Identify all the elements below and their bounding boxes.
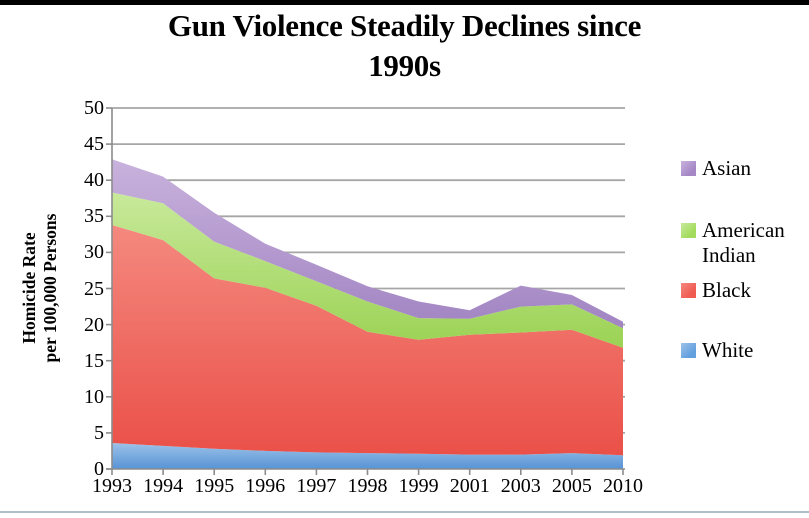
legend-label-black: Black: [702, 278, 751, 302]
top-border-bar: [0, 0, 809, 5]
area-series-black: [112, 225, 623, 456]
y-axis-tick-label: 0: [94, 458, 104, 480]
x-axis-tick-label: 2001: [449, 475, 490, 497]
x-axis-tick-label: 1995: [194, 475, 235, 497]
x-axis-tick-label: 1994: [143, 475, 184, 497]
x-axis-tick-label: 2010: [603, 475, 643, 497]
legend-label-american-indian: American Indian: [702, 218, 785, 267]
legend-swatch-black-icon: [681, 283, 696, 298]
y-axis-tick-label: 20: [84, 313, 104, 336]
area-series-american-indian: [112, 192, 623, 348]
y-axis-tick-label: 5: [94, 421, 104, 444]
y-axis-tick-label: 25: [84, 277, 104, 300]
y-axis-tick-label: 30: [84, 241, 104, 264]
x-axis-tick-label: 2003: [500, 475, 541, 497]
y-axis-tick-label: 45: [84, 133, 104, 156]
legend-swatch-asian-icon: [681, 161, 696, 176]
y-axis-tick-label: 35: [84, 205, 104, 228]
chart-title: Gun Violence Steadily Declines since 199…: [0, 6, 809, 86]
x-axis-tick-label: 1998: [347, 475, 388, 497]
legend-swatch-white-icon: [681, 343, 696, 358]
bottom-border-line: [0, 511, 809, 513]
y-axis-tick-label: 10: [84, 385, 104, 408]
chart-title-line2: 1990s: [368, 48, 441, 83]
y-axis-title-line1: Homicide Rate: [19, 232, 39, 344]
chart-title-line1: Gun Violence Steadily Declines since: [167, 8, 642, 43]
x-axis-tick-label: 1996: [245, 475, 286, 497]
area-series-asian: [112, 159, 623, 329]
y-axis-tick-label: 50: [84, 97, 104, 119]
x-axis-tick-label: 2005: [551, 475, 592, 497]
legend-label-white: White: [702, 338, 754, 362]
legend-item-white: White: [681, 338, 806, 363]
x-axis-tick-label: 1993: [92, 475, 132, 497]
y-axis-tick-label: 15: [84, 349, 104, 372]
legend-item-american-indian: American Indian: [681, 218, 806, 268]
area-series-white: [112, 443, 623, 469]
legend-item-asian: Asian: [681, 156, 806, 181]
x-axis-tick-label: 1999: [398, 475, 439, 497]
legend-swatch-american-indian-icon: [681, 223, 696, 238]
y-axis-tick-label: 40: [84, 169, 104, 192]
legend-label-asian: Asian: [702, 156, 751, 180]
x-axis-tick-label: 1997: [296, 475, 337, 497]
legend-item-black: Black: [681, 278, 806, 303]
